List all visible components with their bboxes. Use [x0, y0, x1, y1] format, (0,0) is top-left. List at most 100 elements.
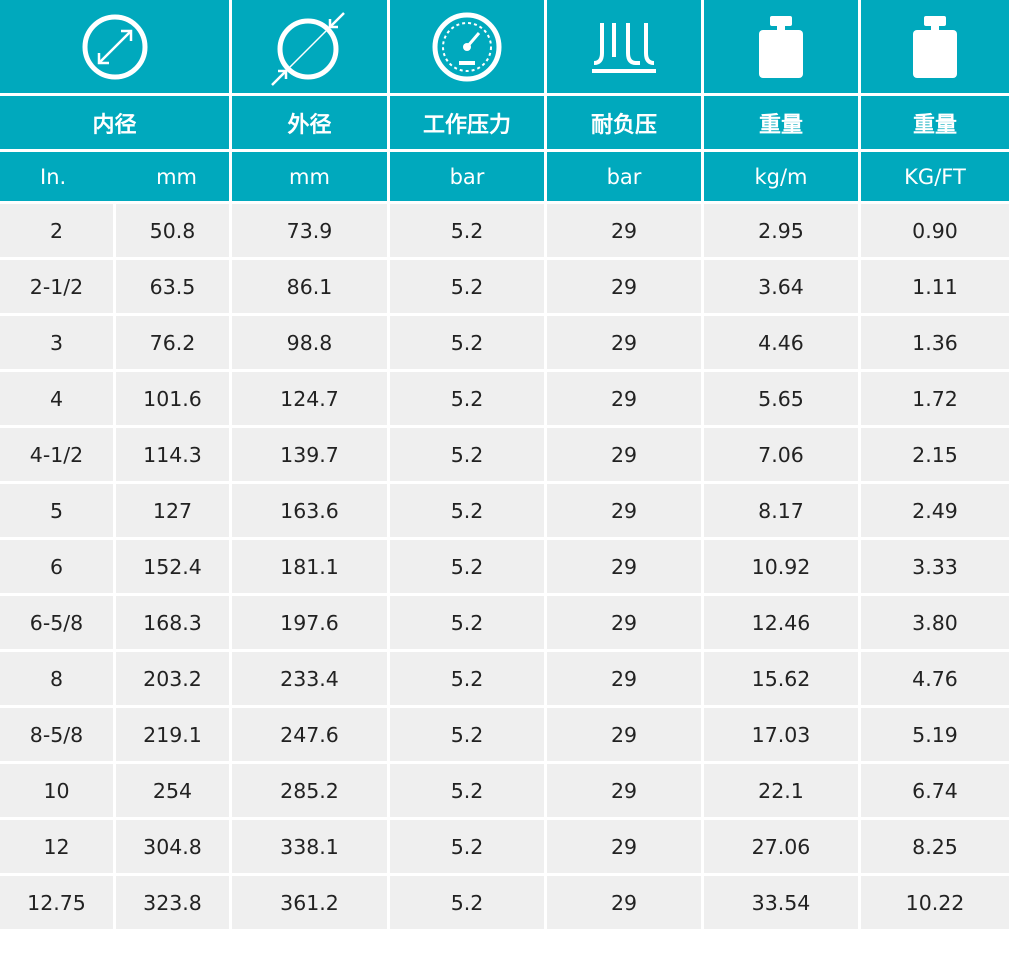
cell-weight-kg-m: 17.03	[704, 708, 861, 764]
icon-row	[0, 0, 1009, 96]
pressure-gauge-icon-cell	[390, 0, 547, 96]
cell-od-mm: 233.4	[232, 652, 390, 708]
cell-vacuum-rating: 29	[547, 820, 704, 876]
cell-weight-kg-m: 27.06	[704, 820, 861, 876]
cell-weight-kg-m: 15.62	[704, 652, 861, 708]
cell-weight-kg-m: 3.64	[704, 260, 861, 316]
cell-id-mm: 152.4	[116, 540, 232, 596]
cell-vacuum-rating: 29	[547, 764, 704, 820]
table-row: 2-1/2 63.5 86.1 5.2 29 3.64 1.11	[0, 260, 1009, 316]
cell-weight-kg-ft: 3.80	[861, 596, 1009, 652]
header-outer-diameter: 外径	[232, 96, 390, 152]
cell-working-pressure: 5.2	[390, 708, 547, 764]
unit-vacuum-rating: bar	[547, 152, 704, 204]
inner-diameter-icon	[82, 14, 147, 79]
weight-icon-cell	[861, 0, 1009, 96]
unit-outer-diameter: mm	[232, 152, 390, 204]
table-row: 6 152.4 181.1 5.2 29 10.92 3.33	[0, 540, 1009, 596]
cell-weight-kg-ft: 1.11	[861, 260, 1009, 316]
cell-inch: 10	[0, 764, 116, 820]
unit-mm: mm	[156, 164, 197, 189]
unit-row: In. mm mm bar bar kg/m KG/FT	[0, 152, 1009, 204]
unit-weight-imperial: KG/FT	[861, 152, 1009, 204]
cell-working-pressure: 5.2	[390, 652, 547, 708]
unit-inner-diameter: In. mm	[0, 152, 232, 204]
table-row: 5 127 163.6 5.2 29 8.17 2.49	[0, 484, 1009, 540]
cell-vacuum-rating: 29	[547, 484, 704, 540]
cell-id-mm: 101.6	[116, 372, 232, 428]
cell-vacuum-rating: 29	[547, 596, 704, 652]
unit-in: In.	[40, 164, 67, 189]
cell-inch: 4-1/2	[0, 428, 116, 484]
header-inner-diameter: 内径	[0, 96, 232, 152]
cell-od-mm: 73.9	[232, 204, 390, 260]
cell-od-mm: 124.7	[232, 372, 390, 428]
cell-weight-kg-m: 5.65	[704, 372, 861, 428]
cell-vacuum-rating: 29	[547, 708, 704, 764]
cell-od-mm: 139.7	[232, 428, 390, 484]
cell-inch: 2	[0, 204, 116, 260]
table-row: 12 304.8 338.1 5.2 29 27.06 8.25	[0, 820, 1009, 876]
cell-weight-kg-ft: 0.90	[861, 204, 1009, 260]
cell-weight-kg-ft: 1.36	[861, 316, 1009, 372]
cell-vacuum-rating: 29	[547, 876, 704, 932]
cell-inch: 2-1/2	[0, 260, 116, 316]
cell-id-mm: 323.8	[116, 876, 232, 932]
cell-weight-kg-ft: 6.74	[861, 764, 1009, 820]
header-vacuum-rating: 耐负压	[547, 96, 704, 152]
cell-inch: 8-5/8	[0, 708, 116, 764]
cell-inch: 5	[0, 484, 116, 540]
spec-table: 内径 外径 工作压力 耐负压 重量 重量 In. mm mm bar bar k…	[0, 0, 1009, 932]
cell-working-pressure: 5.2	[390, 820, 547, 876]
header-working-pressure: 工作压力	[390, 96, 547, 152]
cell-vacuum-rating: 29	[547, 316, 704, 372]
cell-weight-kg-m: 33.54	[704, 876, 861, 932]
cell-od-mm: 285.2	[232, 764, 390, 820]
cell-weight-kg-ft: 1.72	[861, 372, 1009, 428]
unit-working-pressure: bar	[390, 152, 547, 204]
cell-id-mm: 127	[116, 484, 232, 540]
cell-inch: 4	[0, 372, 116, 428]
burst-pressure-icon-cell	[547, 0, 704, 96]
cell-weight-kg-ft: 10.22	[861, 876, 1009, 932]
table-row: 8-5/8 219.1 247.6 5.2 29 17.03 5.19	[0, 708, 1009, 764]
cell-od-mm: 181.1	[232, 540, 390, 596]
cell-od-mm: 98.8	[232, 316, 390, 372]
cell-weight-kg-ft: 3.33	[861, 540, 1009, 596]
cell-weight-kg-ft: 2.15	[861, 428, 1009, 484]
cell-weight-kg-m: 8.17	[704, 484, 861, 540]
cell-od-mm: 163.6	[232, 484, 390, 540]
cell-inch: 12.75	[0, 876, 116, 932]
cell-id-mm: 219.1	[116, 708, 232, 764]
table-row: 2 50.8 73.9 5.2 29 2.95 0.90	[0, 204, 1009, 260]
cell-id-mm: 254	[116, 764, 232, 820]
cell-id-mm: 63.5	[116, 260, 232, 316]
cell-working-pressure: 5.2	[390, 596, 547, 652]
cell-inch: 6-5/8	[0, 596, 116, 652]
burst-pressure-icon	[592, 22, 656, 73]
cell-id-mm: 168.3	[116, 596, 232, 652]
cell-working-pressure: 5.2	[390, 316, 547, 372]
weight-icon	[913, 15, 957, 78]
cell-working-pressure: 5.2	[390, 428, 547, 484]
cell-vacuum-rating: 29	[547, 260, 704, 316]
cell-vacuum-rating: 29	[547, 372, 704, 428]
cell-od-mm: 86.1	[232, 260, 390, 316]
cell-vacuum-rating: 29	[547, 652, 704, 708]
table-row: 3 76.2 98.8 5.2 29 4.46 1.36	[0, 316, 1009, 372]
cell-weight-kg-m: 10.92	[704, 540, 861, 596]
cell-vacuum-rating: 29	[547, 428, 704, 484]
weight-icon	[759, 15, 803, 78]
cell-working-pressure: 5.2	[390, 372, 547, 428]
table-row: 4 101.6 124.7 5.2 29 5.65 1.72	[0, 372, 1009, 428]
cell-weight-kg-ft: 5.19	[861, 708, 1009, 764]
cell-weight-kg-m: 2.95	[704, 204, 861, 260]
table-row: 12.75 323.8 361.2 5.2 29 33.54 10.22	[0, 876, 1009, 932]
inner-diameter-icon-cell	[0, 0, 232, 96]
cell-working-pressure: 5.2	[390, 876, 547, 932]
cell-inch: 3	[0, 316, 116, 372]
cell-weight-kg-m: 4.46	[704, 316, 861, 372]
cell-id-mm: 50.8	[116, 204, 232, 260]
cell-weight-kg-ft: 2.49	[861, 484, 1009, 540]
cell-working-pressure: 5.2	[390, 260, 547, 316]
